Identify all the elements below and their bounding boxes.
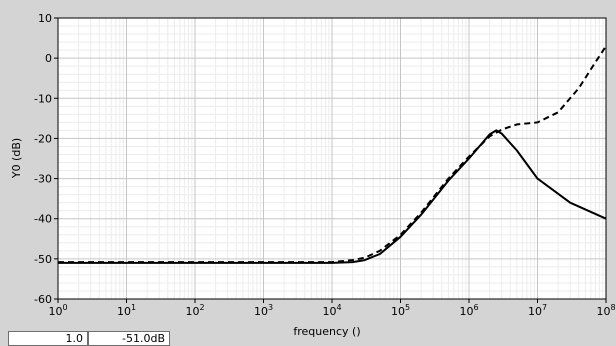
x-tick-label: 104 (322, 303, 341, 318)
y-axis-title: Y0 (dB) (10, 138, 23, 179)
x-tick-label: 105 (391, 303, 410, 318)
x-tick-label: 103 (254, 303, 273, 318)
series-line-solid[interactable] (58, 129, 607, 264)
y-tick-label: 0 (45, 52, 52, 65)
y-tick-label: -20 (34, 132, 52, 145)
x-tick-label: 102 (185, 303, 204, 318)
y-tick-label: 10 (38, 12, 52, 25)
y-tick-label: -10 (34, 92, 52, 105)
y-tick-label: -40 (34, 213, 52, 226)
x-tick-label: 100 (48, 303, 67, 318)
series-line-dashed[interactable] (58, 45, 607, 264)
plot-frame (57, 17, 607, 300)
cursor-x-readout: 1.0 (8, 331, 88, 346)
cursor-y-readout: -51.0dB (88, 331, 170, 346)
y-tick-label: -60 (34, 293, 52, 306)
y-tick-label: -30 (34, 173, 52, 186)
x-tick-label: 107 (528, 303, 547, 318)
x-tick-label: 101 (117, 303, 136, 318)
x-tick-label: 106 (459, 303, 478, 318)
x-axis-title: frequency () (293, 325, 360, 338)
x-tick-label: 108 (596, 303, 615, 318)
y-tick-label: -50 (34, 253, 52, 266)
